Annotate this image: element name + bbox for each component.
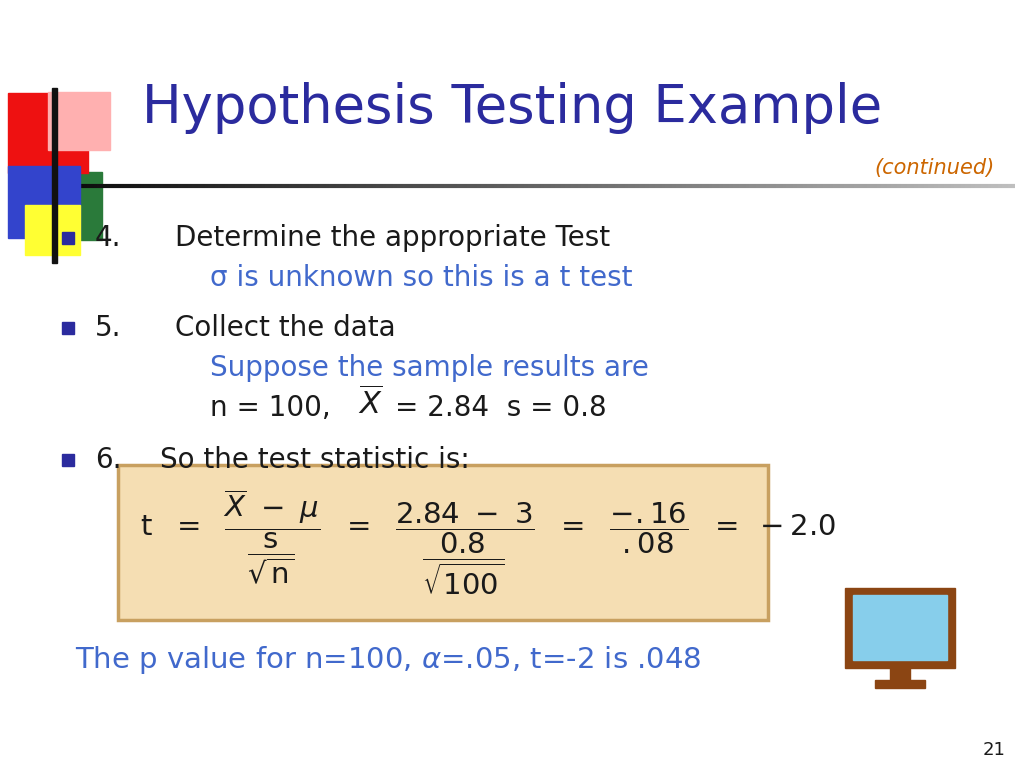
Text: $\mathrm{t}\ \ =\ \ \dfrac{\overline{X}\ -\ \mu}{\dfrac{\mathrm{s}}{\sqrt{\mathr: $\mathrm{t}\ \ =\ \ \dfrac{\overline{X}\…: [140, 488, 837, 598]
Bar: [25, 205, 80, 255]
Text: So the test statistic is:: So the test statistic is:: [160, 446, 470, 474]
Bar: [48, 92, 110, 150]
Bar: [8, 93, 88, 173]
Bar: [8, 166, 80, 238]
Text: = 2.84  s = 0.8: = 2.84 s = 0.8: [395, 394, 606, 422]
Text: $\overline{X}$: $\overline{X}$: [358, 387, 383, 421]
Bar: [52, 88, 57, 263]
Text: Determine the appropriate Test: Determine the appropriate Test: [175, 224, 610, 252]
Bar: [853, 595, 947, 660]
Bar: [845, 588, 955, 668]
Text: σ is unknown so this is a t test: σ is unknown so this is a t test: [210, 264, 633, 292]
Text: 5.: 5.: [95, 314, 122, 342]
Text: The p value for n=100, $\alpha$=.05, t=-2 is .048: The p value for n=100, $\alpha$=.05, t=-…: [75, 644, 701, 676]
Text: Hypothesis Testing Example: Hypothesis Testing Example: [142, 82, 882, 134]
Text: 6.: 6.: [95, 446, 122, 474]
Text: Collect the data: Collect the data: [175, 314, 395, 342]
Bar: [874, 680, 925, 688]
Bar: [890, 665, 910, 683]
Text: 21: 21: [982, 741, 1005, 759]
Text: n = 100,: n = 100,: [210, 394, 331, 422]
FancyBboxPatch shape: [118, 465, 768, 620]
Bar: [30, 172, 102, 240]
Text: (continued): (continued): [874, 158, 995, 178]
Text: Suppose the sample results are: Suppose the sample results are: [210, 354, 649, 382]
Text: 4.: 4.: [95, 224, 122, 252]
